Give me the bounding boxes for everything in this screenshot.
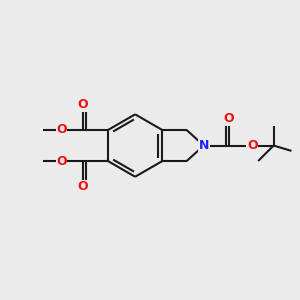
Text: O: O bbox=[77, 98, 88, 111]
Text: O: O bbox=[56, 123, 67, 136]
Text: N: N bbox=[199, 139, 209, 152]
Text: O: O bbox=[77, 180, 88, 193]
Text: O: O bbox=[56, 154, 67, 168]
Text: O: O bbox=[224, 112, 234, 125]
Text: O: O bbox=[247, 139, 257, 152]
